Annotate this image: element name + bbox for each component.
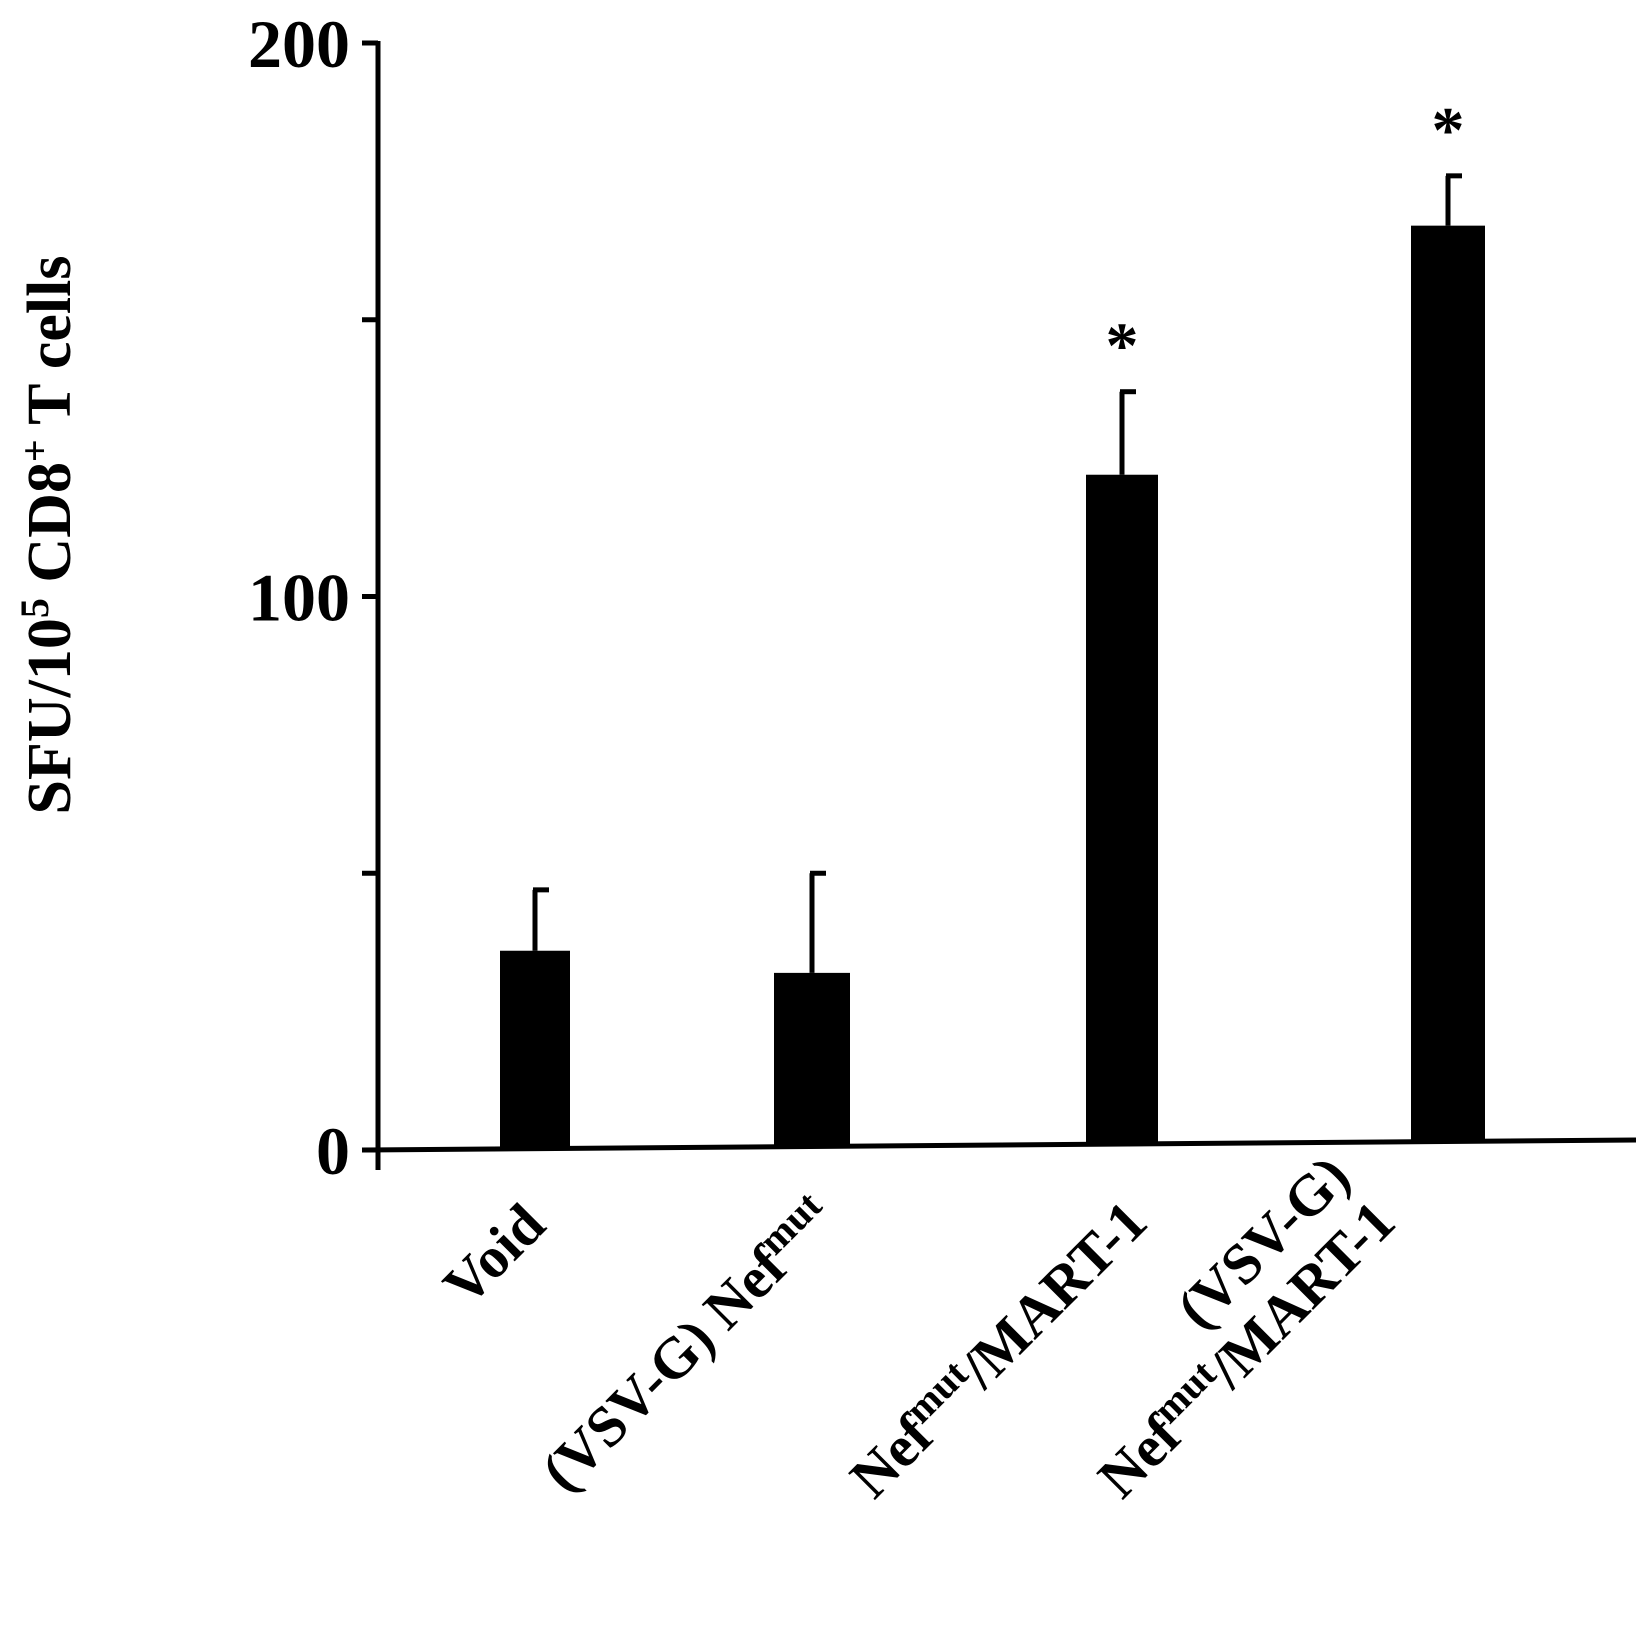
y-axis-label: SFU/105 CD8+ T cells [12, 256, 84, 815]
x-tick-label-part: (VSV-G) Nef [529, 1233, 799, 1503]
significance-marker: * [1432, 94, 1465, 167]
y-tick-label: 0 [316, 1113, 350, 1189]
y-ticks: 0 100 200 [248, 6, 378, 1189]
x-tick-label: (VSV-G) Nefmut [526, 1182, 848, 1504]
y-axis-label-sup2: + [12, 439, 57, 462]
bar [774, 972, 850, 1147]
x-tick-label: Void [431, 1191, 558, 1318]
bar [1411, 225, 1485, 1142]
x-tick-label-part: Void [431, 1191, 558, 1318]
y-axis-label-part1: SFU/10 [16, 618, 84, 814]
y-tick-label: 200 [248, 6, 350, 82]
significance-marker: * [1106, 310, 1139, 383]
x-tick-label-part: /MART-1 [947, 1188, 1159, 1400]
bars: ** [500, 94, 1485, 1149]
axes [361, 41, 1637, 1170]
bar [500, 950, 570, 1149]
y-axis-label-part2: CD8 [16, 462, 84, 598]
y-axis-label-part3: T cells [16, 256, 84, 440]
y-tick-label: 100 [248, 560, 350, 636]
x-tick-label-line: (VSV-G) Nefmut [526, 1182, 848, 1504]
x-tick-label-line: Void [431, 1191, 558, 1318]
y-axis-label-sup1: 5 [12, 598, 57, 618]
x-axis-line [361, 1137, 1637, 1153]
x-tick-label: (VSV-G)Nefmut/MART-1 [1085, 1143, 1407, 1510]
bar [1086, 474, 1158, 1145]
